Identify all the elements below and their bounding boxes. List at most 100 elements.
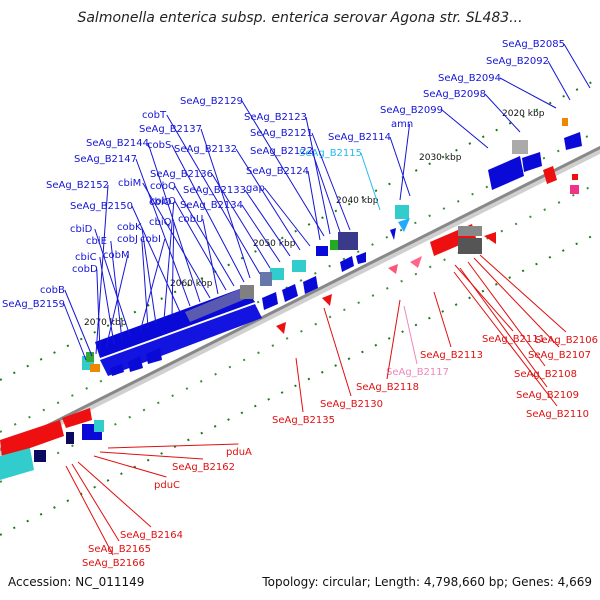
gene-arrow[interactable] <box>322 294 332 306</box>
forward-gene-label[interactable]: cbiC <box>75 252 97 263</box>
gene-arrow[interactable] <box>388 264 398 274</box>
reverse-gene-label[interactable]: SeAg_B2111 <box>482 334 545 345</box>
gene-block[interactable] <box>270 268 284 280</box>
forward-gene-label[interactable]: SeAg_B2114 <box>328 132 391 143</box>
forward-gene-label[interactable]: SeAg_B2092 <box>486 56 549 67</box>
forward-gene-label[interactable]: cobK <box>117 222 142 233</box>
gene-block[interactable] <box>94 420 104 432</box>
gene-block[interactable] <box>572 174 578 180</box>
forward-gene-label[interactable]: cobD <box>72 264 98 275</box>
forward-gene-label[interactable]: SeAg_B2123 <box>244 112 307 123</box>
forward-gene-label[interactable]: SeAg_B2134 <box>180 200 243 211</box>
forward-gene-label[interactable]: cobM <box>103 250 130 261</box>
gene-arrow[interactable] <box>340 256 354 272</box>
forward-gene-label[interactable]: cobB <box>40 285 65 296</box>
forward-gene-label[interactable]: SeAg_B2121 <box>250 128 313 139</box>
gene-block[interactable] <box>292 260 306 272</box>
reverse-gene-label[interactable]: SeAg_B2135 <box>272 415 335 426</box>
gene-arrow[interactable] <box>303 276 318 294</box>
forward-gene-label[interactable]: cobI <box>140 234 161 245</box>
forward-gene-label[interactable]: SeAg_B2115 <box>299 148 362 159</box>
gene-block[interactable] <box>86 352 94 362</box>
gene-arrow[interactable] <box>128 356 143 372</box>
gene-block[interactable] <box>395 205 409 219</box>
forward-gene-label[interactable]: cbiQ <box>149 217 172 228</box>
gene-arrow[interactable] <box>564 132 582 150</box>
forward-gene-label[interactable]: SeAg_B2137 <box>139 124 202 135</box>
forward-gene-label[interactable]: amn <box>391 119 413 130</box>
reverse-gene-label[interactable]: pduC <box>154 480 180 491</box>
reverse-gene-label[interactable]: SeAg_B2107 <box>528 350 591 361</box>
gene-arrow[interactable] <box>543 166 557 184</box>
gene-block[interactable] <box>512 140 528 154</box>
reverse-gene-label[interactable]: SeAg_B2108 <box>514 369 577 380</box>
gene-arrow[interactable] <box>398 218 410 232</box>
reverse-gene-label[interactable]: pduA <box>226 447 252 458</box>
gene-block[interactable] <box>330 240 338 250</box>
gene-arrow[interactable] <box>390 228 396 240</box>
gene-block[interactable] <box>240 285 254 299</box>
forward-gene-label[interactable]: SeAg_B2150 <box>70 201 133 212</box>
gene-block[interactable] <box>90 364 100 372</box>
reverse-gene-label[interactable]: SeAg_B2113 <box>420 350 483 361</box>
gene-block[interactable] <box>0 448 34 480</box>
gene-arrow[interactable] <box>522 152 542 172</box>
gene-arrow[interactable] <box>110 364 124 376</box>
gene-block[interactable] <box>66 432 74 444</box>
gene-arrow[interactable] <box>276 322 286 334</box>
forward-gene-label[interactable]: SeAg_B2132 <box>174 144 237 155</box>
gene-block[interactable] <box>458 226 482 236</box>
gene-block[interactable] <box>458 238 482 254</box>
gene-arrow[interactable] <box>62 408 92 428</box>
forward-gene-label[interactable]: SeAg_B2122 <box>250 146 313 157</box>
forward-gene-label[interactable]: cbiO <box>149 197 172 208</box>
gene-arrow[interactable] <box>410 256 422 268</box>
gene-block[interactable] <box>185 287 250 322</box>
forward-gene-label[interactable]: SeAg_B2133 <box>183 185 246 196</box>
forward-gene-label[interactable]: SeAg_B2159 <box>2 299 65 310</box>
forward-gene-label[interactable]: cobO <box>150 196 176 207</box>
reverse-gene-label[interactable]: SeAg_B2106 <box>535 335 598 346</box>
reverse-gene-label[interactable]: SeAg_B2130 <box>320 399 383 410</box>
forward-gene-label[interactable]: gap <box>246 183 265 194</box>
forward-gene-label[interactable]: cbiM <box>118 178 141 189</box>
gene-block[interactable] <box>570 185 579 194</box>
gene-block[interactable] <box>34 450 46 462</box>
forward-gene-label[interactable]: SeAg_B2099 <box>380 105 443 116</box>
forward-gene-label[interactable]: SeAg_B2144 <box>86 138 149 149</box>
forward-gene-label[interactable]: cobT <box>142 110 167 121</box>
reverse-gene-label[interactable]: SeAg_B2164 <box>120 530 183 541</box>
forward-gene-label[interactable]: SeAg_B2147 <box>74 154 137 165</box>
gene-arrow[interactable] <box>488 156 524 190</box>
reverse-gene-label[interactable]: SeAg_B2110 <box>526 409 589 420</box>
forward-gene-label[interactable]: cobS <box>147 140 171 151</box>
forward-gene-label[interactable]: cobQ <box>150 181 176 192</box>
forward-gene-label[interactable]: SeAg_B2098 <box>423 89 486 100</box>
gene-arrow[interactable] <box>356 252 366 264</box>
gene-arrow[interactable] <box>146 348 162 364</box>
gene-block[interactable] <box>260 272 272 286</box>
reverse-gene-label[interactable]: SeAg_B2118 <box>356 382 419 393</box>
gene-block[interactable] <box>562 118 568 126</box>
gene-arrow[interactable] <box>262 292 278 310</box>
reverse-gene-label[interactable]: SeAg_B2166 <box>82 558 145 569</box>
forward-gene-label[interactable]: SeAg_B2129 <box>180 96 243 107</box>
forward-gene-label[interactable]: SeAg_B2085 <box>502 39 565 50</box>
forward-gene-label[interactable]: cbiE <box>86 236 107 247</box>
reverse-gene-label[interactable]: SeAg_B2117 <box>386 367 449 378</box>
forward-gene-label[interactable]: cobU <box>178 214 203 225</box>
gene-arrow[interactable] <box>0 420 64 458</box>
gene-arrow[interactable] <box>282 284 298 302</box>
forward-gene-label[interactable]: cobJ <box>117 234 138 245</box>
gene-block[interactable] <box>338 232 358 250</box>
reverse-gene-label[interactable]: SeAg_B2165 <box>88 544 151 555</box>
forward-gene-label[interactable]: SeAg_B2136 <box>150 169 213 180</box>
gene-block[interactable] <box>316 246 328 256</box>
reverse-gene-label[interactable]: SeAg_B2162 <box>172 462 235 473</box>
forward-gene-label[interactable]: cbiD <box>70 224 93 235</box>
forward-gene-label[interactable]: SeAg_B2124 <box>246 166 309 177</box>
reverse-gene-label[interactable]: SeAg_B2109 <box>516 390 579 401</box>
forward-gene-label[interactable]: SeAg_B2094 <box>438 73 501 84</box>
gene-arrow[interactable] <box>484 232 496 244</box>
forward-gene-label[interactable]: SeAg_B2152 <box>46 180 109 191</box>
